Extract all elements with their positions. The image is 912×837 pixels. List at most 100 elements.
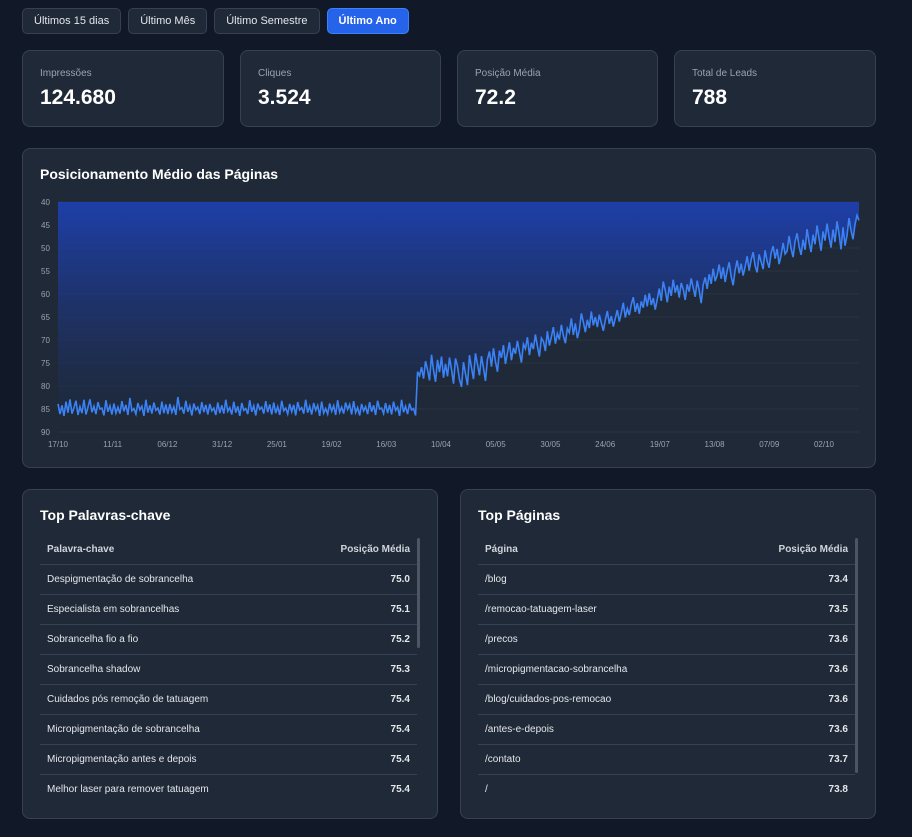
x-tick-label: 25/01 bbox=[267, 440, 288, 449]
kpi-clicks: Cliques 3.524 bbox=[240, 50, 441, 127]
column-header-keyword[interactable]: Palavra-chave bbox=[47, 544, 115, 556]
table-row[interactable]: /antes-e-depois 73.6 bbox=[478, 713, 855, 744]
pages-table-wrap: Página Posição Média /blog 73.4 /remocao-… bbox=[478, 536, 855, 818]
table-row[interactable]: /73.8 bbox=[478, 773, 855, 804]
position-cell: 73.4 bbox=[723, 563, 855, 594]
kpi-label: Impressões bbox=[40, 68, 92, 79]
table-row[interactable]: Micropigmentação de sobrancelha 75.4 bbox=[40, 713, 417, 744]
position-cell: 73.8 bbox=[723, 773, 855, 804]
kpi-label: Total de Leads bbox=[692, 68, 758, 79]
position-cell: 75.4 bbox=[295, 743, 417, 774]
position-cell: 75.4 bbox=[295, 773, 417, 804]
table-row[interactable]: /micropigmentacao-sobrancelha 73.6 bbox=[478, 653, 855, 684]
top-keywords-card: Top Palavras-chave Palavra-chave Posição… bbox=[22, 489, 438, 819]
kpi-value: 788 bbox=[692, 86, 728, 109]
x-tick-label: 19/07 bbox=[650, 440, 671, 449]
table-row[interactable]: Sobrancelha fio a fio 75.2 bbox=[40, 623, 417, 654]
keywords-scrollbar[interactable] bbox=[417, 538, 420, 648]
x-tick-label: 16/03 bbox=[376, 440, 397, 449]
table-row[interactable]: Melhor laser para remover tatuagem 75.4 bbox=[40, 773, 417, 804]
keywords-title: Top Palavras-chave bbox=[40, 507, 171, 523]
y-tick-label: 45 bbox=[41, 221, 50, 230]
chart-series-line bbox=[57, 212, 860, 418]
x-tick-label: 02/10 bbox=[814, 440, 835, 449]
keywords-table-wrap: Palavra-chave Posição Média Despigmentaç… bbox=[40, 536, 417, 818]
column-header-position[interactable]: Posição Média bbox=[340, 544, 410, 556]
position-cell: 75.0 bbox=[295, 563, 417, 594]
kpi-total-leads: Total de Leads 788 bbox=[674, 50, 876, 127]
filter-last-semester[interactable]: Último Semestre bbox=[214, 8, 320, 34]
keyword-cell: Micropigmentação antes e depois bbox=[40, 743, 296, 774]
filter-last-year[interactable]: Último Ano bbox=[326, 8, 409, 34]
x-tick-label: 17/10 bbox=[48, 440, 69, 449]
x-tick-label: 10/04 bbox=[431, 440, 452, 449]
top-pages-card: Top Páginas Página Posição Média /blog 73… bbox=[460, 489, 876, 819]
table-row[interactable]: /blog/cuidados-pos-remocao 73.6 bbox=[478, 683, 855, 714]
chart-area-fill bbox=[58, 202, 859, 416]
pages-scrollbar[interactable] bbox=[855, 538, 858, 773]
pages-table: Página Posição Média /blog 73.4 /remocao-… bbox=[478, 536, 855, 804]
page-cell: /contato bbox=[478, 743, 724, 774]
table-row[interactable]: /contato 73.7 bbox=[478, 743, 855, 774]
x-tick-label: 30/05 bbox=[540, 440, 561, 449]
position-cell: 73.7 bbox=[723, 743, 855, 774]
x-tick-label: 31/12 bbox=[212, 440, 233, 449]
y-tick-label: 60 bbox=[41, 290, 50, 299]
position-cell: 75.1 bbox=[295, 593, 417, 624]
x-tick-label: 06/12 bbox=[157, 440, 178, 449]
position-cell: 73.5 bbox=[723, 593, 855, 624]
filter-last-month[interactable]: Último Mês bbox=[128, 8, 208, 34]
chart-y-axis: 40 45 50 55 60 65 70 75 80 85 90 bbox=[41, 198, 50, 437]
table-row[interactable]: Cuidados pós remoção de tatuagem 75.4 bbox=[40, 683, 417, 714]
table-row[interactable]: Sobrancelha shadow 75.3 bbox=[40, 653, 417, 684]
page-cell: /antes-e-depois bbox=[478, 713, 724, 744]
keyword-cell: Sobrancelha shadow bbox=[40, 653, 296, 684]
filter-last-15-days[interactable]: Últimos 15 dias bbox=[22, 8, 122, 34]
page-cell: /micropigmentacao-sobrancelha bbox=[478, 653, 724, 684]
keyword-cell: Micropigmentação de sobrancelha bbox=[40, 713, 296, 744]
column-header-page[interactable]: Página bbox=[485, 544, 518, 556]
pages-title: Top Páginas bbox=[478, 507, 561, 523]
position-chart: 40 45 50 55 60 65 70 75 80 85 90 17/10 11/11 06/12 31… bbox=[41, 198, 860, 449]
kpi-value: 72.2 bbox=[475, 86, 516, 109]
kpi-label: Cliques bbox=[258, 68, 292, 79]
table-row[interactable]: Especialista em sobrancelhas 75.1 bbox=[40, 593, 417, 624]
position-cell: 75.4 bbox=[295, 683, 417, 714]
position-chart-card: Posicionamento Médio das Páginas 40 45 50 5… bbox=[22, 148, 876, 468]
kpi-impressions: Impressões 124.680 bbox=[22, 50, 224, 127]
table-row[interactable]: /remocao-tatuagem-laser 73.5 bbox=[478, 593, 855, 624]
keyword-cell: Cuidados pós remoção de tatuagem bbox=[40, 683, 296, 714]
x-tick-label: 07/09 bbox=[759, 440, 780, 449]
page-cell: /precos bbox=[478, 623, 724, 654]
page-cell: /blog/cuidados-pos-remocao bbox=[478, 683, 724, 714]
position-cell: 73.6 bbox=[723, 653, 855, 684]
x-tick-label: 05/05 bbox=[486, 440, 507, 449]
position-cell: 75.4 bbox=[295, 713, 417, 744]
kpi-value: 3.524 bbox=[258, 86, 311, 109]
position-cell: 75.3 bbox=[295, 653, 417, 684]
position-cell: 75.2 bbox=[295, 623, 417, 654]
y-tick-label: 90 bbox=[41, 428, 50, 437]
position-cell: 73.6 bbox=[723, 713, 855, 744]
y-tick-label: 55 bbox=[41, 267, 50, 276]
x-tick-label: 24/06 bbox=[595, 440, 616, 449]
y-tick-label: 80 bbox=[41, 382, 50, 391]
table-row[interactable]: /blog 73.4 bbox=[478, 563, 855, 594]
y-tick-label: 75 bbox=[41, 359, 50, 368]
chart-title: Posicionamento Médio das Páginas bbox=[40, 166, 279, 182]
keywords-table: Palavra-chave Posição Média Despigmentaç… bbox=[40, 536, 417, 804]
position-cell: 73.6 bbox=[723, 623, 855, 654]
table-row[interactable]: Micropigmentação antes e depois 75.4 bbox=[40, 743, 417, 774]
table-row[interactable]: /precos 73.6 bbox=[478, 623, 855, 654]
page-cell: /blog bbox=[478, 563, 724, 594]
date-range-filters: Últimos 15 dias Último Mês Último Semest… bbox=[22, 8, 409, 34]
x-tick-label: 11/11 bbox=[103, 440, 122, 449]
keyword-cell: Especialista em sobrancelhas bbox=[40, 593, 296, 624]
column-header-position[interactable]: Posição Média bbox=[778, 544, 848, 556]
table-row[interactable]: Despigmentação de sobrancelha 75.0 bbox=[40, 563, 417, 594]
y-tick-label: 50 bbox=[41, 244, 50, 253]
x-tick-label: 19/02 bbox=[322, 440, 343, 449]
x-tick-label: 13/08 bbox=[705, 440, 726, 449]
y-tick-label: 40 bbox=[41, 198, 50, 207]
page-cell: / bbox=[478, 773, 724, 804]
